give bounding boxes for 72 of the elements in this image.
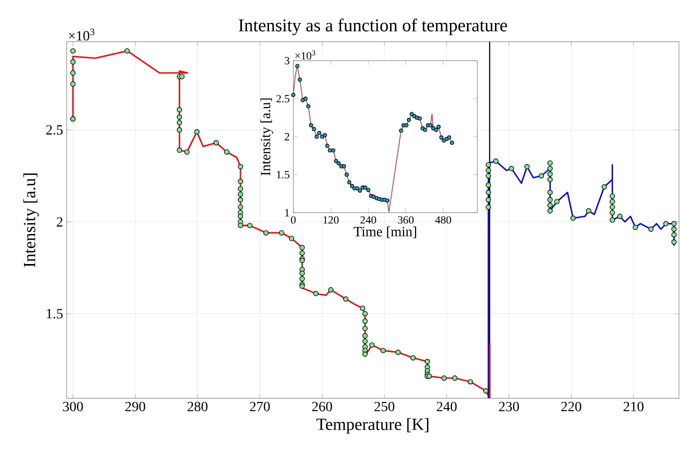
x-tick-label: 280 <box>188 402 208 412</box>
point <box>322 133 327 138</box>
y-axis-title: Intensity [a.u] <box>260 98 274 176</box>
point <box>385 198 390 203</box>
y-tick-label: 2 <box>284 133 290 140</box>
point <box>295 64 300 68</box>
x-tick-label: 270 <box>250 402 270 412</box>
x-tick-label: 220 <box>561 402 582 412</box>
x-tick-label: 120 <box>324 216 339 224</box>
point <box>331 148 336 152</box>
chart-title: Intensity as a function of temperature <box>238 18 507 36</box>
text: ×10$^{3}$ <box>69 28 94 40</box>
annotation: ×10$^{3}$ <box>295 50 316 60</box>
x-tick-label: 0 <box>290 216 296 224</box>
x-axis-title: Temperature [K] <box>316 418 428 434</box>
point <box>328 148 332 152</box>
point <box>406 118 411 122</box>
x-tick-label: 210 <box>624 402 644 412</box>
point <box>399 128 404 133</box>
point <box>423 128 428 132</box>
point <box>414 116 420 120</box>
point <box>309 123 314 128</box>
x-tick-label: 240 <box>436 402 457 412</box>
point <box>320 134 324 139</box>
point <box>382 198 387 202</box>
x-tick-label: 250 <box>374 402 394 412</box>
y-tick-label: 2.5 <box>46 125 63 135</box>
x-tick-label: 480 <box>435 216 452 224</box>
point <box>300 98 305 102</box>
point <box>447 135 452 140</box>
x-tick-label: 290 <box>125 402 146 412</box>
point <box>325 144 330 148</box>
point <box>412 114 416 118</box>
y-axis-title: Intensity [a.u] <box>23 174 39 268</box>
point <box>336 161 341 166</box>
y-tick-label: 1 <box>285 209 290 216</box>
point <box>347 180 352 184</box>
y-tick-label: 1.5 <box>46 309 63 318</box>
point <box>342 164 346 168</box>
y-tick-label: 3 <box>284 57 290 64</box>
x-tick-label: 240 <box>360 216 376 224</box>
point <box>428 123 432 128</box>
point <box>434 128 438 132</box>
point <box>410 112 414 116</box>
point <box>372 194 376 199</box>
point <box>312 127 316 132</box>
point <box>303 96 308 101</box>
point <box>344 172 349 177</box>
point <box>442 138 446 143</box>
x-tick-label: 230 <box>499 402 519 412</box>
y-tick-label: 1.5 <box>276 170 290 178</box>
point <box>355 186 360 190</box>
point <box>298 78 302 82</box>
point <box>358 188 362 193</box>
point <box>450 140 454 145</box>
x-axis-title: Time [min] <box>354 226 416 238</box>
point <box>418 116 422 121</box>
y-tick-label: 2.5 <box>276 94 290 102</box>
point <box>291 92 296 97</box>
x-tick-label: 260 <box>312 402 332 412</box>
point <box>314 134 319 139</box>
x-tick-label: 300 <box>63 402 83 412</box>
point <box>436 124 441 129</box>
point <box>334 158 338 164</box>
point <box>404 123 408 128</box>
point <box>439 135 444 140</box>
point <box>317 130 322 135</box>
point <box>306 104 310 108</box>
y-tick-label: 2 <box>56 217 62 226</box>
point <box>363 186 368 190</box>
x-tick-label: 360 <box>398 216 414 224</box>
point <box>366 188 370 192</box>
